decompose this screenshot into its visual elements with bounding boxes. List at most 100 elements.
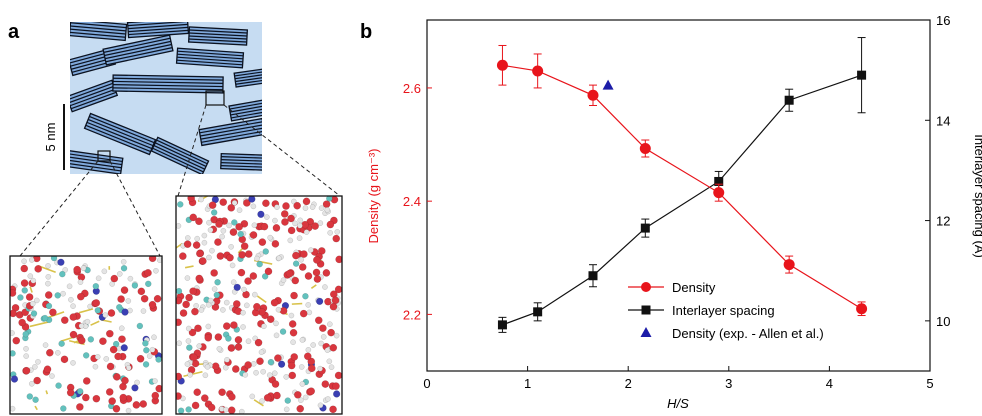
calcium-atom (82, 352, 90, 359)
hydrogen-atom (253, 369, 259, 376)
legend-experiment-label: Density (exp. - Allen et al.) (672, 326, 824, 341)
calcium-atom (237, 230, 244, 238)
oxygen-atom (60, 355, 69, 364)
oxygen-atom (226, 253, 234, 262)
legend-spacing-label: Interlayer spacing (672, 303, 775, 318)
hydrogen-atom (299, 337, 306, 343)
calcium-atom (284, 397, 291, 404)
x-tick-label: 3 (725, 376, 732, 391)
layer-stack (112, 74, 224, 94)
hydrogen-atom (250, 361, 257, 367)
oxygen-atom (193, 388, 202, 397)
oxygen-atom (321, 380, 330, 388)
hydrogen-atom (95, 275, 102, 282)
oxygen-atom (332, 382, 340, 390)
oxygen-atom (179, 309, 188, 317)
hydrogen-atom (23, 353, 29, 359)
oxygen-atom (271, 240, 280, 248)
hydrogen-atom (103, 356, 110, 362)
oxygen-atom (266, 315, 275, 324)
hydrogen-atom (324, 207, 331, 213)
hydrogen-atom (206, 254, 212, 261)
hydrogen-atom (84, 318, 91, 325)
hydrogen-atom (297, 222, 303, 229)
calcium-atom (210, 209, 218, 216)
hydrogen-atom (151, 334, 157, 341)
calcium-atom (214, 279, 221, 286)
calcium-atom (58, 340, 65, 347)
microstructure-image (70, 22, 262, 174)
hydrogen-atom (68, 296, 74, 303)
hydrogen-atom (102, 312, 109, 318)
hydrogen-atom (10, 405, 16, 412)
legend-spacing-marker (641, 305, 651, 315)
calcium-atom (120, 265, 128, 272)
calcium-atom (142, 340, 149, 347)
hydrogen-atom (241, 286, 247, 293)
oxygen-atom (77, 336, 86, 345)
oxygen-atom (208, 201, 217, 210)
oxygen-atom (46, 348, 54, 357)
bond (34, 405, 38, 411)
hydrogen-atom (220, 227, 227, 234)
layer-stack (70, 149, 124, 174)
oxygen-atom (218, 388, 226, 397)
oxygen-atom (69, 330, 78, 339)
oxygen-atom (25, 293, 34, 301)
oxygen-atom (301, 220, 309, 229)
ion-atom (333, 390, 341, 398)
oxygen-atom (118, 335, 126, 344)
oxygen-atom (227, 204, 236, 212)
hydrogen-atom (219, 233, 225, 240)
oxygen-atom (298, 263, 307, 271)
density-point (713, 187, 725, 199)
hydrogen-atom (77, 279, 84, 285)
oxygen-atom (76, 403, 84, 411)
oxygen-atom (121, 376, 129, 385)
oxygen-atom (20, 264, 29, 273)
oxygen-atom (287, 226, 296, 235)
hydrogen-atom (60, 290, 66, 297)
y-axis-right: 10 12 14 16 (925, 13, 950, 329)
density-point (639, 143, 651, 155)
oxygen-atom (176, 372, 183, 381)
oxygen-atom (234, 336, 243, 344)
inset-left-frame (9, 255, 163, 415)
oxygen-atom (106, 362, 115, 371)
oxygen-atom (307, 357, 316, 366)
y-axis-left: 2.2 2.4 2.6 (403, 81, 432, 322)
oxygen-atom (153, 294, 162, 303)
oxygen-atom (110, 274, 119, 283)
x-tick-label: 0 (423, 376, 430, 391)
calcium-atom (26, 393, 34, 400)
hydrogen-atom (205, 301, 212, 308)
series-layer (496, 37, 868, 333)
oxygen-atom (82, 393, 90, 402)
hydrogen-atom (62, 267, 68, 273)
oxygen-atom (287, 214, 295, 223)
hydrogen-atom (207, 227, 214, 233)
x-tick-label: 1 (524, 376, 531, 391)
x-axis-label: H/S (667, 396, 689, 411)
hydrogen-atom (308, 247, 314, 253)
calcium-atom (21, 287, 28, 294)
oxygen-atom (319, 324, 327, 332)
calcium-atom (292, 260, 300, 267)
hydrogen-atom (49, 373, 55, 379)
oxygen-atom (140, 294, 149, 303)
oxygen-atom (229, 228, 238, 236)
hydrogen-atom (261, 323, 267, 330)
layer-stack (102, 34, 174, 66)
oxygen-atom (99, 337, 107, 346)
oxygen-atom (322, 269, 331, 277)
hydrogen-atom (271, 370, 278, 377)
calcium-atom (60, 405, 67, 412)
oxygen-atom (227, 406, 236, 414)
calcium-atom (145, 280, 152, 288)
hydrogen-atom (267, 234, 273, 241)
oxygen-atom (176, 296, 183, 305)
hydrogen-atom (28, 380, 35, 387)
oxygen-atom (243, 199, 251, 207)
hydrogen-atom (176, 223, 182, 229)
hydrogen-atom (153, 267, 159, 274)
